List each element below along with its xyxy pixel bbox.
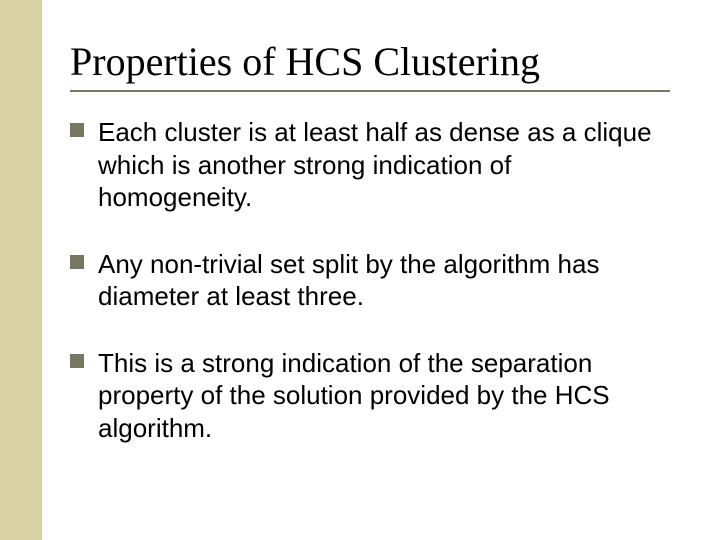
list-item: Each cluster is at least half as dense a… (70, 116, 670, 214)
accent-bar (0, 0, 42, 540)
slide-title: Properties of HCS Clustering (70, 40, 670, 92)
list-item: This is a strong indication of the separ… (70, 347, 670, 445)
bullet-list: Each cluster is at least half as dense a… (70, 116, 670, 444)
slide: Properties of HCS Clustering Each cluste… (0, 0, 720, 540)
list-item: Any non-trivial set split by the algorit… (70, 248, 670, 313)
slide-content: Properties of HCS Clustering Each cluste… (70, 40, 670, 444)
